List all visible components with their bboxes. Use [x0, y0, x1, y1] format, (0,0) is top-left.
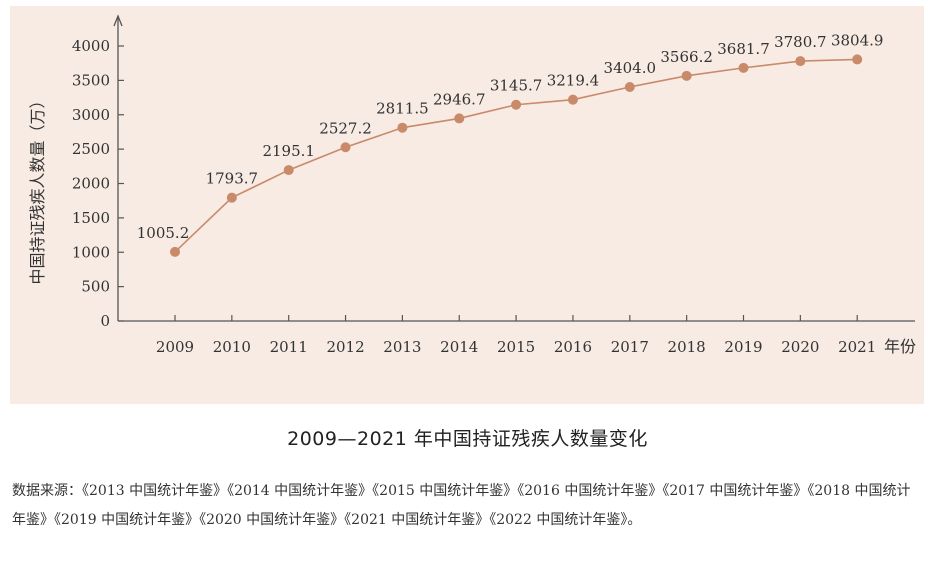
y-tick-label: 1000	[72, 243, 110, 261]
data-point	[624, 81, 635, 92]
data-label: 3566.2	[660, 48, 713, 66]
x-tick-label: 2018	[668, 338, 706, 356]
y-tick-label: 2500	[72, 140, 110, 158]
x-tick-label: 2011	[270, 338, 308, 356]
y-tick-label: 3000	[72, 106, 110, 124]
y-axis-label: 中国持证残疾人数量（万）	[28, 92, 47, 284]
y-tick-label: 4000	[72, 37, 110, 55]
data-label: 2195.1	[262, 142, 315, 160]
data-label: 2527.2	[319, 119, 372, 137]
y-tick-label: 1500	[72, 209, 110, 227]
data-point	[681, 70, 692, 81]
y-tick-label: 3500	[72, 71, 110, 89]
data-label: 3404.0	[604, 59, 657, 77]
x-tick-label: 2020	[781, 338, 819, 356]
data-point	[226, 192, 237, 203]
x-axis-label: 年份	[884, 337, 916, 356]
data-label: 3145.7	[490, 77, 543, 95]
data-point	[511, 99, 522, 110]
y-tick-label: 2000	[72, 175, 110, 193]
data-point	[567, 94, 578, 105]
data-label: 1005.2	[137, 224, 190, 242]
figure-caption: 2009—2021 年中国持证残疾人数量变化	[287, 428, 648, 450]
x-tick-label: 2017	[611, 338, 649, 356]
x-tick-label: 2009	[156, 338, 194, 356]
data-point	[738, 62, 749, 73]
data-point	[795, 56, 806, 67]
data-label: 3681.7	[717, 40, 770, 58]
data-label: 2946.7	[433, 90, 486, 108]
data-point	[397, 122, 408, 133]
data-label: 3219.4	[547, 72, 600, 90]
x-tick-label: 2019	[724, 338, 762, 356]
chart-panel: 0 500 1000 1500 2000 2500 3000 3500 4000 中国持证残疾人数…	[10, 6, 924, 404]
x-tick-label: 2021	[838, 338, 876, 356]
data-label: 1793.7	[206, 170, 259, 188]
data-point	[852, 54, 863, 65]
data-point	[340, 142, 351, 153]
x-tick-label: 2016	[554, 338, 592, 356]
data-source-note: 数据来源：《2013 中国统计年鉴》《2014 中国统计年鉴》《2015 中国统…	[12, 483, 911, 528]
x-tick-label: 2014	[440, 338, 478, 356]
data-label: 3804.9	[831, 31, 884, 49]
x-tick-label: 2010	[213, 338, 251, 356]
data-point	[454, 113, 465, 124]
data-point	[283, 165, 294, 176]
y-axis-arrow	[113, 14, 123, 27]
x-tick-label: 2013	[383, 338, 421, 356]
data-label: 3780.7	[774, 33, 827, 51]
data-label: 2811.5	[376, 100, 429, 118]
y-tick-label: 0	[100, 312, 110, 330]
line-chart: 0 500 1000 1500 2000 2500 3000 3500 4000 中国持证残疾人数…	[28, 14, 916, 356]
y-tick-label: 500	[81, 278, 110, 296]
x-tick-label: 2015	[497, 338, 535, 356]
data-point	[170, 246, 180, 257]
x-tick-label: 2012	[326, 338, 364, 356]
